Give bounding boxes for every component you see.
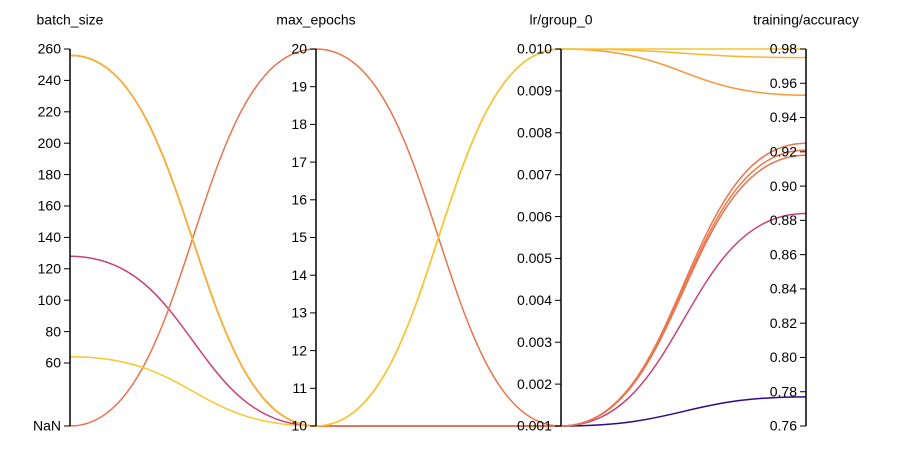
run-line: [560, 396, 807, 427]
tick-label: 60: [45, 355, 61, 371]
tick-label: 0.004: [517, 292, 552, 308]
tick-label: 260: [38, 41, 62, 57]
tick-label: 0.008: [517, 124, 552, 140]
tick-label: 80: [45, 323, 61, 339]
run-line: [69, 255, 317, 427]
tick-label: 15: [291, 229, 307, 245]
tick-label: 0.88: [770, 212, 797, 228]
tick-label: 0.005: [517, 250, 552, 266]
run-line: [560, 212, 807, 427]
tick-label: NaN: [33, 418, 61, 434]
tick-label: 16: [291, 192, 307, 208]
tick-label: 0.96: [770, 75, 797, 91]
tick-label: 0.78: [770, 383, 797, 399]
tick-label: 120: [38, 261, 62, 277]
tick-label: 20: [291, 41, 307, 57]
run-line: [315, 48, 562, 427]
tick-label: 19: [291, 78, 307, 94]
tick-label: 160: [38, 198, 62, 214]
tick-label: 0.94: [770, 109, 797, 125]
tick-label: 0.90: [770, 178, 797, 194]
tick-label: 100: [38, 292, 62, 308]
tick-label: 18: [291, 116, 307, 132]
tick-label: 0.010: [517, 41, 552, 57]
tick-label: 10: [291, 418, 307, 434]
tick-label: 220: [38, 104, 62, 120]
run-line: [69, 355, 317, 427]
tick-label: 0.82: [770, 315, 797, 331]
tick-label: 240: [38, 72, 62, 88]
axis-title: batch_size: [37, 12, 104, 28]
run-line: [560, 142, 807, 427]
tick-label: 0.98: [770, 41, 797, 57]
run-line: [69, 48, 317, 427]
tick-label: 0.007: [517, 166, 552, 182]
tick-label: 200: [38, 135, 62, 151]
tick-label: 0.009: [517, 83, 552, 99]
tick-label: 0.003: [517, 334, 552, 350]
tick-label: 0.86: [770, 246, 797, 262]
tick-label: 11: [292, 380, 307, 396]
tick-label: 0.84: [770, 281, 797, 297]
tick-label: 13: [291, 305, 307, 321]
tick-label: 180: [38, 166, 62, 182]
tick-label: 140: [38, 229, 62, 245]
tick-label: 0.001: [517, 418, 552, 434]
run-line: [560, 48, 807, 97]
axis-title: lr/group_0: [529, 12, 592, 28]
axis-title: max_epochs: [276, 12, 355, 28]
tick-label: 0.80: [770, 349, 797, 365]
axis-title: training/accuracy: [753, 12, 859, 28]
tick-label: 14: [291, 267, 307, 283]
tick-label: 0.006: [517, 208, 552, 224]
tick-label: 0.92: [770, 144, 797, 160]
tick-label: 17: [291, 154, 307, 170]
tick-label: 0.002: [517, 376, 552, 392]
run-line: [69, 54, 317, 427]
tick-label: 12: [291, 342, 307, 358]
tick-label: 0.76: [770, 418, 797, 434]
